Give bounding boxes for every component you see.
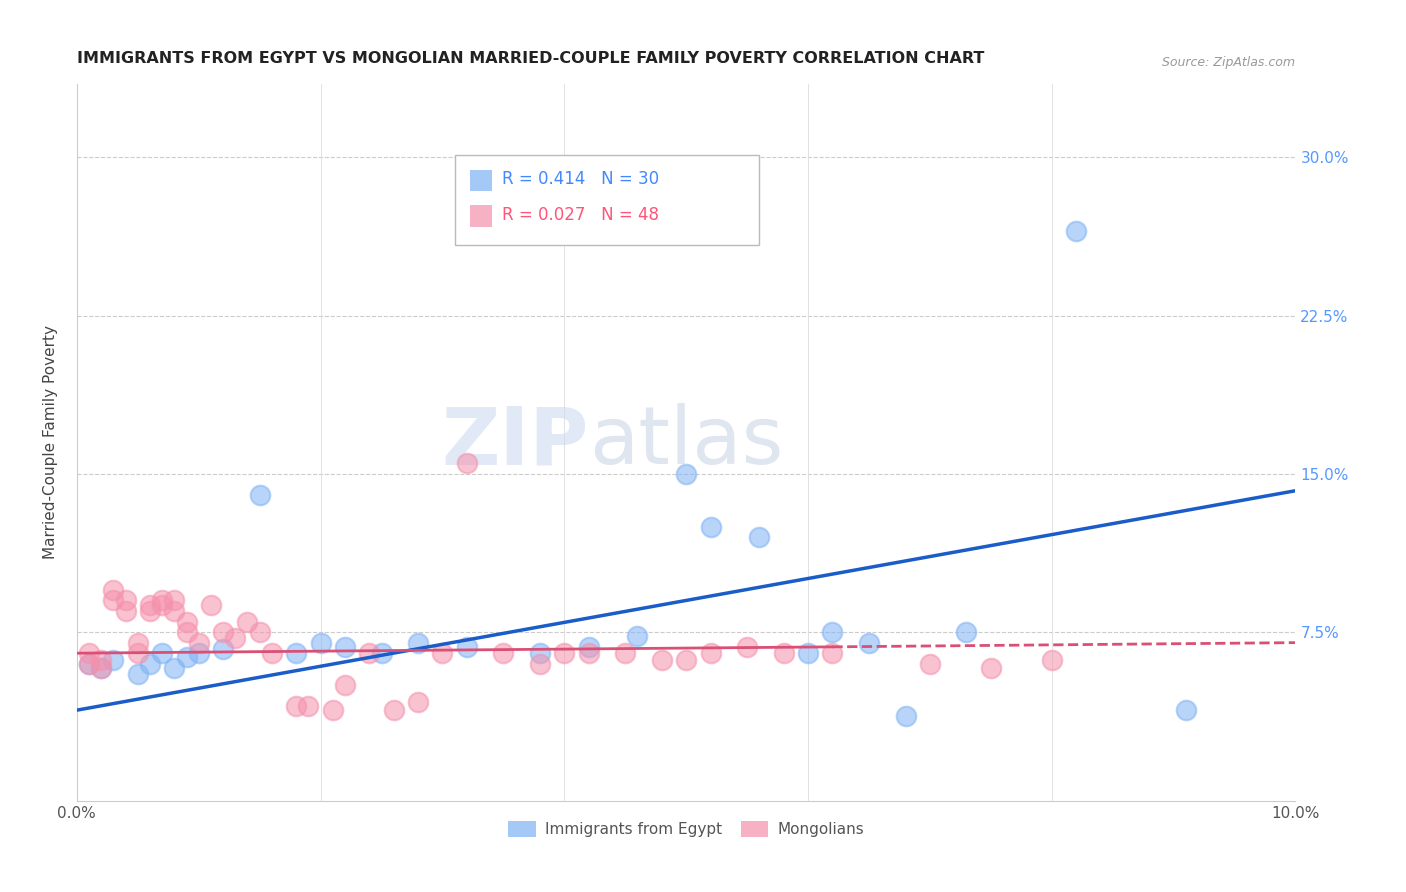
Point (236, 615, 259, 629)
Point (821, 646, 844, 660)
Point (406, 695, 429, 709)
Point (224, 632, 246, 646)
Point (309, 635, 332, 649)
Point (735, 640, 758, 654)
Text: Source: ZipAtlas.com: Source: ZipAtlas.com (1163, 56, 1295, 70)
Point (894, 709, 917, 723)
Point (127, 635, 149, 649)
Point (163, 604, 186, 618)
Point (955, 625, 977, 640)
Point (139, 598, 162, 612)
Point (127, 667, 149, 681)
Point (103, 582, 125, 597)
Point (858, 635, 880, 649)
Point (578, 640, 600, 654)
Point (139, 657, 162, 671)
Point (322, 703, 344, 717)
Text: R = 0.027   N = 48: R = 0.027 N = 48 (502, 206, 659, 224)
Point (285, 698, 308, 713)
Point (797, 646, 820, 660)
Point (103, 652, 125, 666)
Point (821, 625, 844, 640)
Point (176, 625, 198, 640)
Point (529, 646, 551, 660)
Point (651, 652, 673, 666)
Text: ZIP: ZIP (441, 403, 589, 481)
Point (456, 640, 478, 654)
Point (699, 519, 721, 533)
Point (297, 698, 319, 713)
Y-axis label: Married-Couple Family Poverty: Married-Couple Family Poverty (44, 326, 58, 559)
FancyBboxPatch shape (454, 155, 759, 245)
Text: IMMIGRANTS FROM EGYPT VS MONGOLIAN MARRIED-COUPLE FAMILY POVERTY CORRELATION CHA: IMMIGRANTS FROM EGYPT VS MONGOLIAN MARRI… (77, 51, 984, 66)
Point (176, 615, 198, 629)
Point (1040, 652, 1063, 666)
Point (77, 657, 100, 671)
Point (150, 646, 173, 660)
Point (187, 635, 209, 649)
Point (553, 646, 575, 660)
Bar (471, 205, 492, 227)
Point (150, 593, 173, 607)
Point (406, 635, 429, 649)
Bar (471, 169, 492, 191)
Point (285, 646, 308, 660)
Text: R = 0.414   N = 30: R = 0.414 N = 30 (502, 169, 659, 188)
Point (370, 646, 392, 660)
Text: atlas: atlas (589, 403, 783, 481)
Point (918, 657, 941, 671)
Point (114, 593, 136, 607)
Point (1064, 224, 1087, 238)
Point (249, 488, 271, 502)
Point (456, 456, 478, 470)
Point (260, 646, 283, 660)
Point (699, 646, 721, 660)
Point (114, 604, 136, 618)
Point (176, 650, 198, 665)
Point (212, 625, 235, 640)
Point (333, 678, 356, 692)
Point (748, 530, 770, 544)
Point (980, 661, 1002, 675)
Point (127, 646, 149, 660)
Point (90, 661, 112, 675)
Point (77, 646, 100, 660)
Point (187, 646, 209, 660)
Point (163, 661, 186, 675)
Point (212, 642, 235, 657)
Point (382, 703, 405, 717)
Point (1174, 703, 1197, 717)
Point (626, 629, 648, 643)
Point (614, 646, 637, 660)
Point (150, 598, 173, 612)
Point (675, 467, 697, 481)
Point (90, 661, 112, 675)
Point (529, 657, 551, 671)
Point (432, 646, 454, 660)
Point (578, 646, 600, 660)
Point (772, 646, 794, 660)
Point (139, 604, 162, 618)
Point (200, 598, 222, 612)
Point (492, 646, 515, 660)
Point (333, 640, 356, 654)
Point (103, 593, 125, 607)
Point (359, 646, 381, 660)
Point (163, 593, 186, 607)
Point (675, 652, 697, 666)
Point (90, 652, 112, 666)
Point (249, 625, 271, 640)
Point (77, 657, 100, 671)
Legend: Immigrants from Egypt, Mongolians: Immigrants from Egypt, Mongolians (502, 815, 870, 844)
